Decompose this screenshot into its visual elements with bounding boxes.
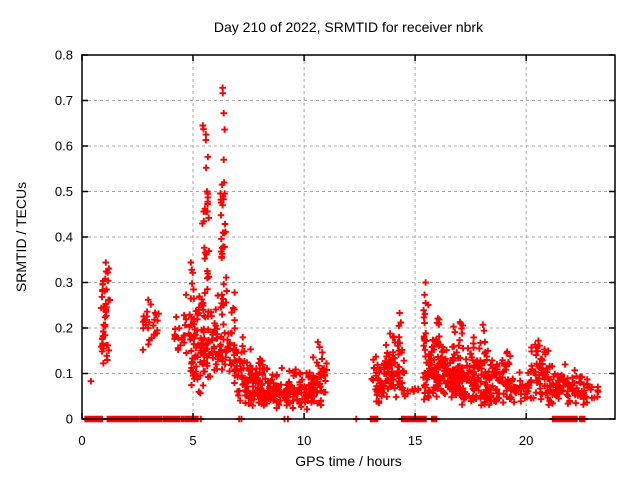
x-tick-label: 0 <box>78 433 85 448</box>
y-tick-label: 0.4 <box>55 230 73 245</box>
y-tick-label: 0.3 <box>55 275 73 290</box>
y-tick-label: 0.7 <box>55 93 73 108</box>
y-tick-label: 0.6 <box>55 139 73 154</box>
tick-marks <box>81 54 615 420</box>
x-tick-label: 5 <box>189 433 196 448</box>
x-axis-label: GPS time / hours <box>295 453 402 469</box>
y-tick-label: 0 <box>66 412 73 427</box>
y-tick-label: 0.5 <box>55 184 73 199</box>
grid-lines <box>82 54 615 419</box>
x-tick-label: 20 <box>519 433 533 448</box>
y-tick-label: 0.1 <box>55 366 73 381</box>
x-tick-label: 10 <box>297 433 311 448</box>
y-tick-label: 0.2 <box>55 321 73 336</box>
scatter-points <box>82 84 602 423</box>
y-tick-label: 0.8 <box>55 48 73 63</box>
chart-title: Day 210 of 2022, SRMTID for receiver nbr… <box>213 19 484 35</box>
x-tick-label: 15 <box>408 433 422 448</box>
